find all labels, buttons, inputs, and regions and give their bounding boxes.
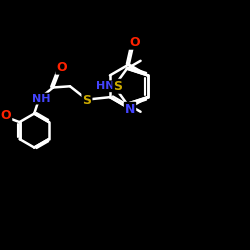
Text: O: O: [1, 109, 11, 122]
Text: S: S: [82, 94, 92, 106]
Text: S: S: [113, 80, 122, 93]
Text: O: O: [56, 61, 67, 74]
Text: NH: NH: [32, 94, 50, 104]
Text: N: N: [125, 103, 135, 116]
Text: O: O: [129, 36, 140, 49]
Text: HN: HN: [96, 81, 115, 91]
